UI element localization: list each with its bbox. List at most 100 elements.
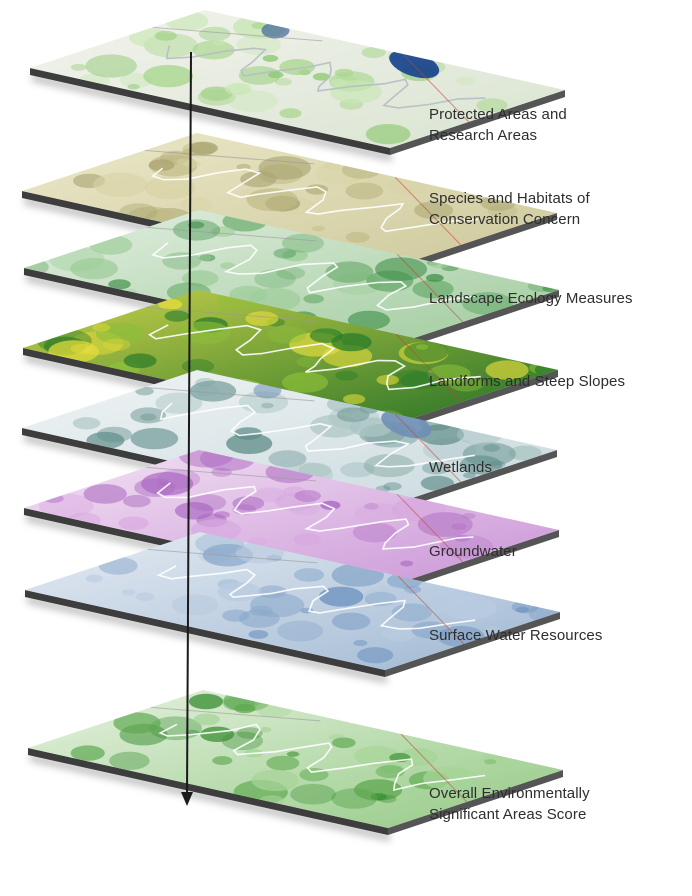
map-patch — [508, 514, 546, 532]
map-patch — [226, 433, 273, 454]
map-patch — [511, 601, 539, 614]
map-patch — [266, 755, 300, 771]
map-patch — [83, 484, 127, 504]
boundary-line — [151, 242, 476, 311]
map-patch — [140, 413, 157, 421]
map-patch — [267, 325, 307, 344]
layer-protected — [30, 10, 565, 155]
map-patch — [312, 225, 325, 232]
layer-label-landscape: Landscape Ecology Measures — [429, 290, 633, 307]
map-patch — [449, 375, 484, 392]
map-patch — [232, 496, 265, 511]
boundary-line — [147, 324, 481, 391]
map-patch — [459, 455, 503, 475]
map-patch — [236, 163, 251, 171]
map-patch — [165, 11, 209, 31]
map-patch — [198, 26, 231, 42]
map-patch — [164, 310, 190, 322]
map-patch — [481, 753, 508, 765]
map-patch — [261, 402, 274, 409]
road-line — [144, 386, 315, 402]
map-patch — [259, 726, 272, 733]
layer-edge-front — [30, 68, 390, 155]
map-patch — [400, 371, 441, 390]
map-patch — [354, 502, 403, 525]
map-patch — [485, 625, 500, 632]
map-patch — [508, 445, 542, 461]
layer-edge-front — [25, 590, 385, 677]
map-patch — [279, 108, 302, 119]
map-patch — [103, 338, 131, 351]
map-patch — [98, 557, 138, 575]
map-patch — [228, 90, 278, 113]
map-patch — [462, 292, 513, 315]
map-patch — [262, 54, 279, 62]
layer-label-overall: Overall Environmentally Significant Area… — [429, 785, 590, 823]
map-patch — [188, 693, 224, 710]
map-patch — [72, 417, 101, 430]
map-patch — [236, 34, 281, 56]
map-patch — [85, 54, 137, 78]
layer-label-species: Species and Habitats of Conservation Con… — [429, 190, 590, 228]
map-patch — [421, 461, 450, 475]
map-patch — [349, 417, 393, 437]
boundary-line — [156, 565, 476, 630]
map-patch — [400, 560, 414, 567]
map-patch — [289, 502, 320, 516]
map-patch — [417, 512, 473, 537]
map-patch — [196, 254, 212, 262]
map-patch — [144, 176, 196, 200]
map-patch — [365, 124, 411, 145]
central-arrow — [181, 51, 193, 806]
map-patch — [276, 266, 306, 280]
map-patch — [179, 197, 213, 212]
map-patch — [171, 594, 219, 616]
map-patch — [268, 71, 284, 79]
map-patch — [331, 612, 371, 630]
map-patch — [135, 592, 155, 601]
map-patch — [364, 503, 379, 510]
layer-edge-side — [382, 450, 557, 515]
map-patch — [135, 387, 154, 396]
road-line — [394, 176, 462, 246]
map-patch — [70, 257, 118, 280]
layer-surface — [24, 210, 559, 348]
map-patch — [197, 88, 236, 106]
layer-edge-side — [384, 290, 559, 355]
layer-texture — [37, 290, 558, 425]
map-patch — [345, 182, 384, 200]
map-patch — [130, 407, 166, 424]
map-patch — [92, 323, 111, 332]
map-patch — [404, 342, 449, 362]
map-patch — [189, 141, 218, 155]
map-patch — [251, 769, 300, 792]
map-patch — [281, 233, 325, 253]
road-line — [146, 466, 317, 482]
map-patch — [383, 482, 402, 491]
map-patch — [387, 177, 428, 195]
road-line — [146, 226, 317, 242]
map-patch — [337, 630, 362, 642]
layer-label-landforms: Landforms and Steep Slopes — [429, 373, 626, 390]
map-patch — [330, 80, 382, 104]
layer-edge-side — [384, 530, 559, 595]
road-line — [150, 706, 321, 722]
map-patch — [255, 700, 293, 718]
road-line — [396, 253, 464, 323]
map-patch — [123, 353, 157, 369]
map-patch — [248, 630, 269, 639]
boundary-line — [158, 723, 486, 792]
map-patch — [212, 756, 233, 765]
layer-label-surface: Surface Water Resources — [429, 627, 603, 644]
boundary-line — [166, 45, 486, 109]
map-patch — [275, 492, 316, 511]
road-line — [395, 333, 463, 403]
map-patch — [143, 64, 194, 88]
map-patch — [249, 537, 268, 546]
map-patch — [347, 310, 390, 330]
map-patch — [214, 511, 230, 519]
map-patch — [345, 231, 370, 243]
map-patch — [300, 607, 314, 614]
map-patch — [312, 72, 330, 81]
map-patch — [343, 394, 366, 405]
